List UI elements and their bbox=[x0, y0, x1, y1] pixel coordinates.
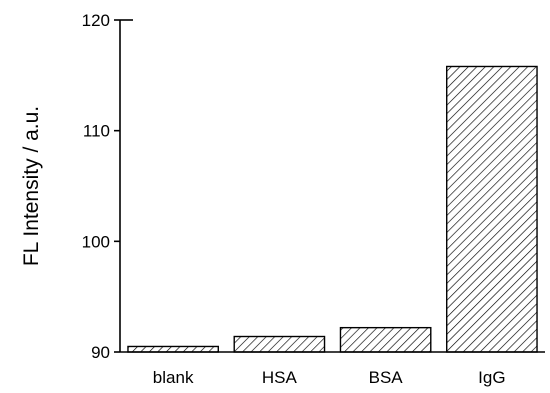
y-axis-label: FL Intensity / a.u. bbox=[20, 106, 43, 266]
y-ticks-group: 90 100 110 120 bbox=[82, 11, 120, 362]
bars-group bbox=[127, 65, 538, 353]
x-tick-label-blank: blank bbox=[153, 368, 194, 387]
x-tick-label-hsa: HSA bbox=[262, 368, 298, 387]
bar-blank bbox=[127, 345, 219, 353]
bar-bsa bbox=[339, 326, 432, 353]
axes-group bbox=[119, 19, 545, 353]
y-tick-label: 120 bbox=[82, 11, 110, 30]
x-labels-group: blank HSA BSA IgG bbox=[153, 368, 506, 387]
bar-igg bbox=[446, 65, 538, 353]
y-tick-label: 100 bbox=[82, 232, 110, 251]
x-tick-label-igg: IgG bbox=[478, 368, 505, 387]
x-tick-label-bsa: BSA bbox=[369, 368, 404, 387]
y-tick-label: 110 bbox=[83, 122, 110, 141]
y-tick-label: 90 bbox=[91, 343, 110, 362]
bar-hsa bbox=[233, 335, 326, 353]
